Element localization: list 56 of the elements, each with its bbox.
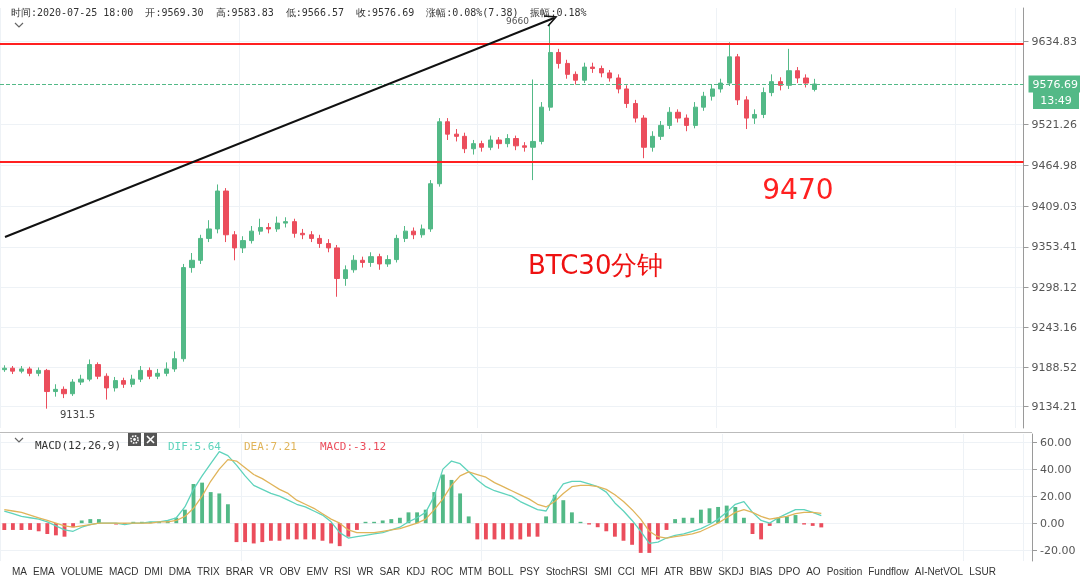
- series-label: DIF:5.64: [168, 439, 222, 453]
- text: StochRSI: [545, 566, 588, 577]
- y-tick-label: 0.00: [1040, 516, 1065, 530]
- annotation: 9131.5: [60, 408, 95, 420]
- y-tick-label: 9243.16: [1031, 320, 1078, 334]
- text: MACD(12,26,9): [35, 439, 122, 452]
- text: OBV: [279, 566, 301, 577]
- text: BBW: [689, 566, 713, 577]
- text: DPO: [778, 566, 801, 577]
- text: MACD:-3.12: [319, 439, 387, 453]
- text: MA: [12, 566, 27, 577]
- y-tick-label: 9464.98: [1031, 159, 1078, 173]
- y-tick-label: -20.00: [1040, 543, 1076, 557]
- text: ROC: [431, 566, 454, 577]
- text: CCI: [617, 566, 635, 577]
- text: AI-NetVOL: [914, 566, 964, 577]
- text: WR: [356, 566, 374, 577]
- ref-line-label: 9576.69: [1032, 77, 1079, 91]
- y-tick-label: 9188.52: [1031, 360, 1078, 374]
- text: Fundflow: [868, 566, 909, 577]
- y-tick-label: 40.00: [1040, 462, 1072, 476]
- y-tick-label: 9134.21: [1031, 400, 1078, 414]
- text: VOLUME: [60, 566, 103, 577]
- text: Position: [826, 566, 863, 577]
- series-label: DEA:7.21: [243, 439, 297, 453]
- text: VR: [259, 566, 274, 577]
- y-tick-label: 9353.41: [1031, 240, 1078, 254]
- text: EMV: [306, 566, 329, 577]
- y-tick-label: 9298.12: [1031, 280, 1078, 294]
- text: BIAS: [749, 566, 773, 577]
- text: SMI: [593, 566, 612, 577]
- text: MFI: [640, 566, 659, 577]
- text: MACD: [108, 566, 139, 577]
- ref-line-label: 9470: [762, 173, 834, 207]
- text: DMA: [168, 566, 191, 577]
- y-tick-label: 60.00: [1040, 435, 1072, 449]
- text: BRAR: [225, 566, 254, 577]
- y-tick-label: 9409.03: [1031, 199, 1078, 213]
- y-tick-label: 9634.83: [1031, 35, 1078, 49]
- annotation: BTC30分钟: [528, 250, 664, 280]
- text: ATR: [664, 566, 684, 577]
- text: EMA: [33, 566, 55, 577]
- y-tick-label: 20.00: [1040, 489, 1072, 503]
- text: PSY: [519, 566, 540, 577]
- text: AO: [806, 566, 821, 577]
- text: TRIX: [196, 566, 220, 577]
- text: MTM: [459, 566, 483, 577]
- text: DMI: [144, 566, 163, 577]
- text: SAR: [379, 566, 401, 577]
- y-tick-label: 9521.26: [1031, 117, 1078, 131]
- text: KDJ: [406, 566, 426, 577]
- text: 13:49: [1040, 94, 1072, 107]
- text: SKDJ: [718, 566, 744, 577]
- text: BOLL: [488, 566, 514, 577]
- text: LSUR: [969, 566, 996, 577]
- text: RSI: [334, 566, 351, 577]
